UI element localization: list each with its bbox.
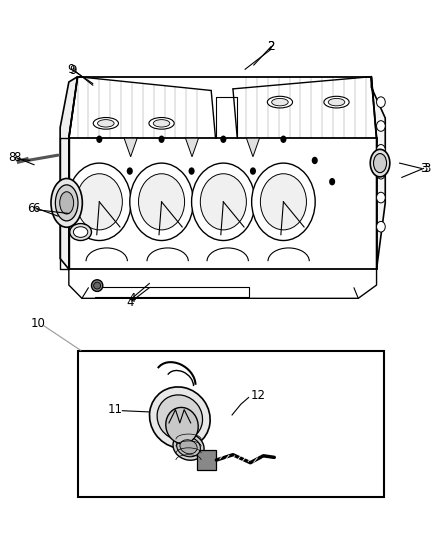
Ellipse shape <box>149 117 174 129</box>
Ellipse shape <box>98 119 114 127</box>
Circle shape <box>159 135 165 143</box>
Text: 4: 4 <box>128 292 136 305</box>
Text: 6: 6 <box>32 201 40 215</box>
Text: 6: 6 <box>27 201 35 215</box>
Circle shape <box>127 167 133 175</box>
Ellipse shape <box>74 227 88 237</box>
Ellipse shape <box>200 174 247 230</box>
Ellipse shape <box>267 96 293 108</box>
Text: 9: 9 <box>67 63 75 76</box>
Ellipse shape <box>70 223 92 240</box>
Circle shape <box>329 178 335 185</box>
Ellipse shape <box>94 282 101 289</box>
Bar <box>78 351 385 497</box>
Ellipse shape <box>76 174 122 230</box>
Ellipse shape <box>252 163 315 240</box>
Circle shape <box>188 167 194 175</box>
Circle shape <box>280 135 286 143</box>
Circle shape <box>377 120 385 131</box>
Ellipse shape <box>130 163 193 240</box>
Ellipse shape <box>55 185 78 221</box>
Text: 3: 3 <box>420 162 427 175</box>
Bar <box>197 450 216 470</box>
Polygon shape <box>124 138 137 157</box>
Ellipse shape <box>67 163 131 240</box>
Text: 2: 2 <box>268 40 275 53</box>
Ellipse shape <box>260 174 307 230</box>
Text: 3: 3 <box>423 162 430 175</box>
Ellipse shape <box>374 154 387 173</box>
Ellipse shape <box>138 174 184 230</box>
Polygon shape <box>371 77 385 269</box>
Ellipse shape <box>93 117 118 129</box>
Ellipse shape <box>272 99 288 106</box>
Circle shape <box>377 192 385 203</box>
Circle shape <box>220 135 226 143</box>
Circle shape <box>250 167 256 175</box>
Text: 9: 9 <box>70 64 77 77</box>
Circle shape <box>96 135 102 143</box>
Circle shape <box>312 157 318 164</box>
Text: 8: 8 <box>13 151 20 164</box>
Ellipse shape <box>370 149 390 177</box>
Ellipse shape <box>180 440 197 454</box>
Ellipse shape <box>157 395 202 440</box>
Circle shape <box>377 97 385 108</box>
Ellipse shape <box>173 433 204 460</box>
Text: 4: 4 <box>126 296 134 309</box>
Ellipse shape <box>92 280 103 292</box>
Circle shape <box>377 144 385 155</box>
Text: 2: 2 <box>268 40 275 53</box>
Ellipse shape <box>153 119 170 127</box>
Polygon shape <box>60 77 78 269</box>
Ellipse shape <box>51 179 82 227</box>
Circle shape <box>377 168 385 179</box>
Text: 12: 12 <box>251 390 265 402</box>
Text: 10: 10 <box>31 317 46 330</box>
Ellipse shape <box>60 192 74 214</box>
Ellipse shape <box>328 99 345 106</box>
Ellipse shape <box>191 163 255 240</box>
Ellipse shape <box>177 437 201 457</box>
Ellipse shape <box>324 96 349 108</box>
Circle shape <box>377 221 385 232</box>
Ellipse shape <box>149 387 210 448</box>
Polygon shape <box>185 138 198 157</box>
Text: 11: 11 <box>108 403 123 416</box>
Text: 8: 8 <box>9 151 16 164</box>
Polygon shape <box>247 138 259 157</box>
Ellipse shape <box>166 407 198 444</box>
